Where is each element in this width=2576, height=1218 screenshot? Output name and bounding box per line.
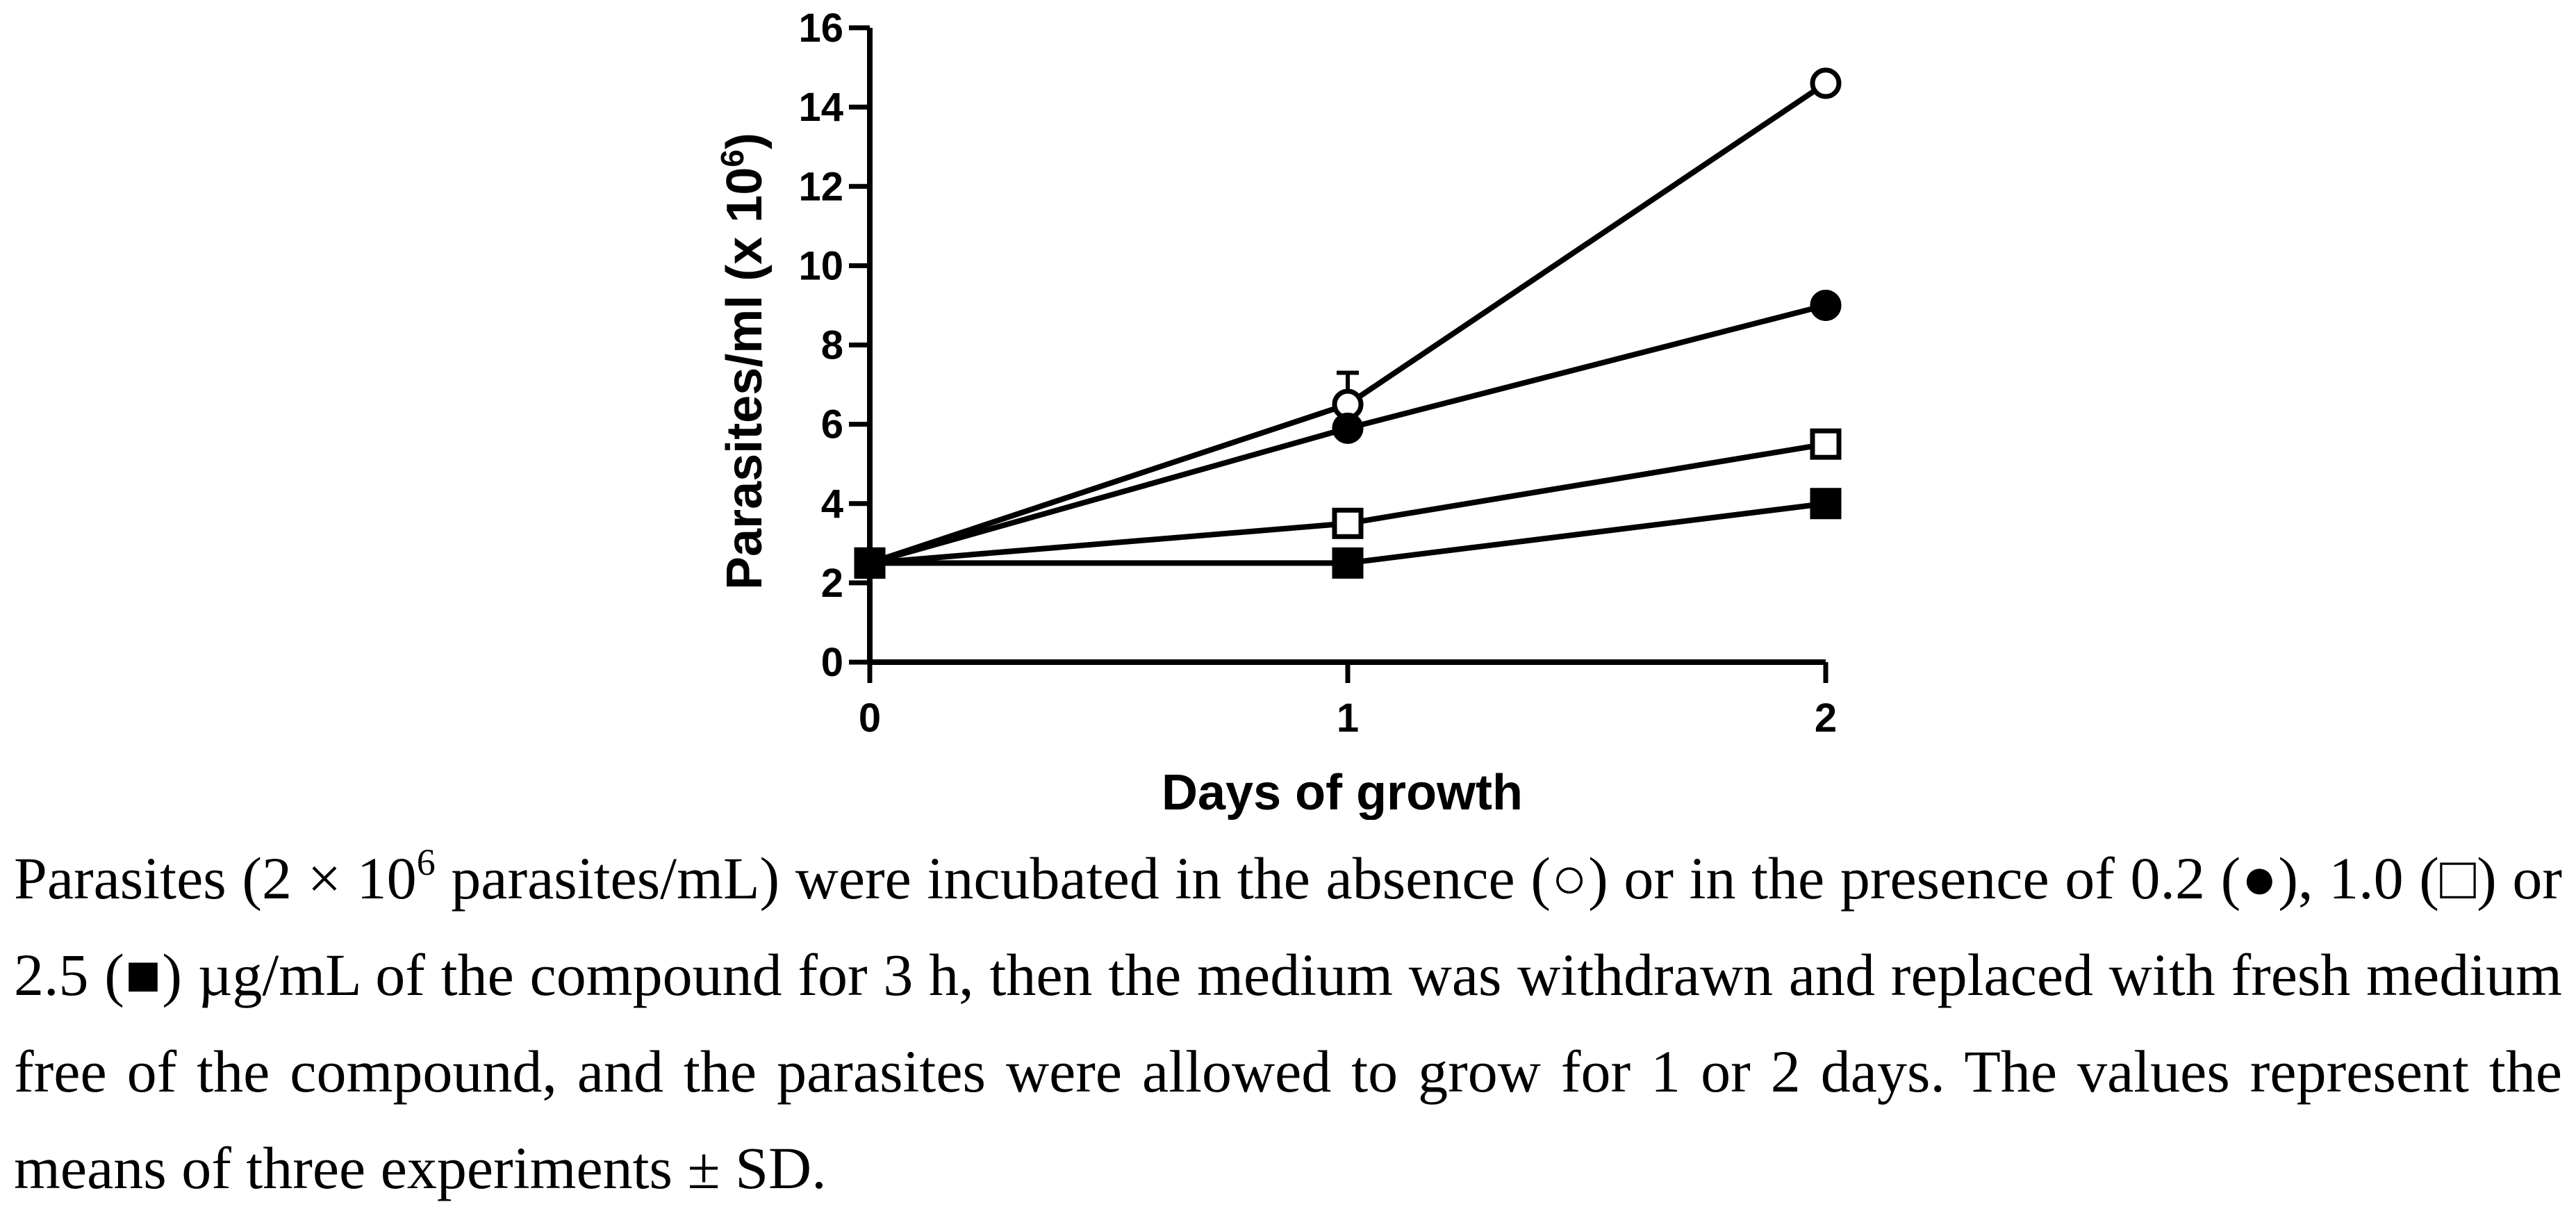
x-tick-label-2: 2	[1815, 696, 1837, 741]
data-series	[854, 67, 1842, 579]
y-tick-label-14: 14	[798, 85, 843, 130]
caption-exponent: 6	[416, 841, 436, 883]
y-tick-label-4: 4	[821, 482, 843, 527]
data-point-2-2	[1810, 428, 1842, 460]
y-tick-label-2: 2	[821, 561, 843, 606]
y-tick-label-8: 8	[821, 323, 843, 368]
y-axis-title: Parasites/ml (x 106)	[714, 133, 773, 590]
y-axis-title-exponent: 6	[714, 149, 750, 167]
x-axis-title: Days of growth	[1162, 765, 1523, 820]
data-point-1-1	[1332, 412, 1364, 444]
figure-caption: Parasites (2 × 106 parasites/mL) were in…	[14, 830, 2562, 1217]
data-point-3-2	[1810, 488, 1842, 520]
y-tick-label-0: 0	[821, 640, 843, 685]
data-point-3-0	[854, 547, 886, 579]
data-point-3-1	[1332, 547, 1364, 579]
y-tick-label-10: 10	[798, 243, 843, 288]
y-tick-label-12: 12	[798, 164, 843, 209]
series-line-0	[868, 81, 1828, 566]
caption-rest: parasites/mL) were incubated in the abse…	[14, 845, 2562, 1201]
data-point-1-2	[1810, 289, 1842, 321]
data-point-2-1	[1332, 507, 1364, 539]
series-absence	[854, 67, 1842, 579]
x-tick-label-1: 1	[1337, 696, 1359, 741]
y-axis-title-close: )	[717, 133, 773, 149]
series-2-5	[854, 488, 1842, 579]
y-tick-label-16: 16	[798, 6, 843, 51]
series-line-2	[869, 441, 1826, 566]
x-tick-label-0: 0	[859, 696, 881, 741]
caption-start: Parasites (2 × 10	[14, 845, 417, 912]
y-tick-label-6: 6	[821, 402, 843, 447]
data-point-0-2	[1810, 67, 1842, 99]
chart-area: 0 2 4 6 8 10 12 14 16 0 1 2 Days of growth Parasite…	[714, 6, 1842, 820]
y-axis-title-main: Parasites/ml (x 10	[717, 167, 773, 590]
